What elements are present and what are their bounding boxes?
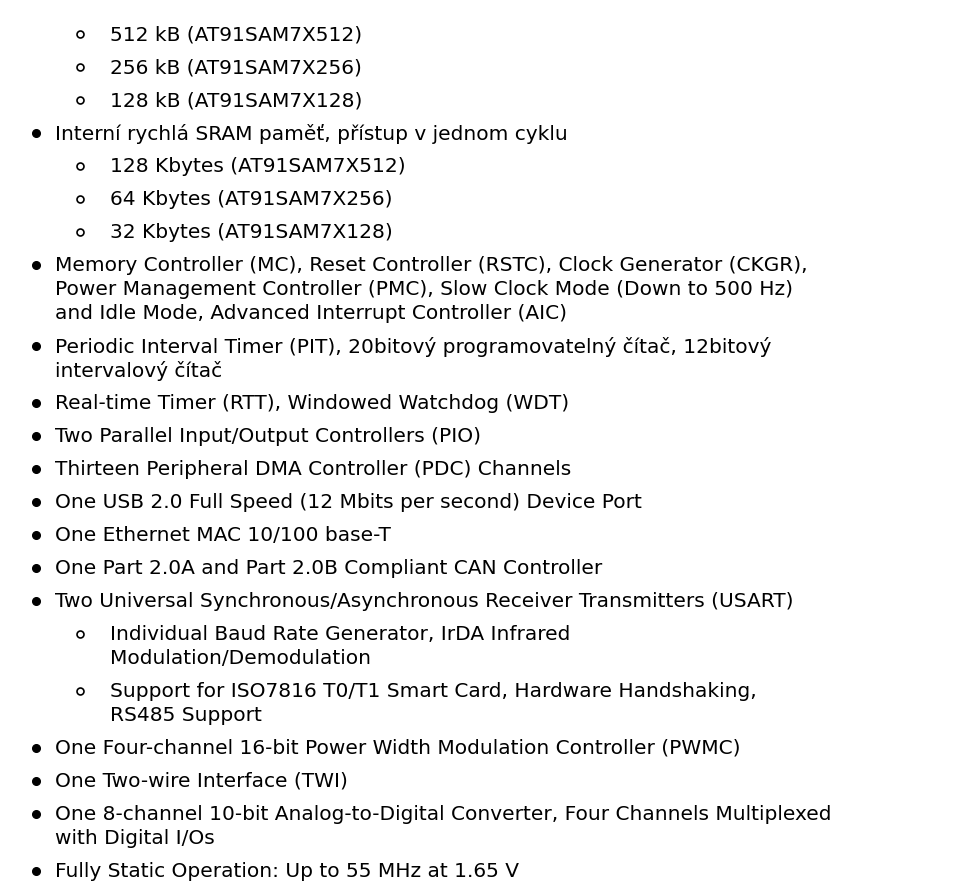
- Text: One 8-channel 10-bit Analog-to-Digital Converter, Four Channels Multiplexed: One 8-channel 10-bit Analog-to-Digital C…: [55, 804, 831, 823]
- Text: 128 Kbytes (AT91SAM7X512): 128 Kbytes (AT91SAM7X512): [110, 156, 406, 176]
- Text: Two Parallel Input/Output Controllers (PIO): Two Parallel Input/Output Controllers (P…: [55, 426, 481, 445]
- Text: 64 Kbytes (AT91SAM7X256): 64 Kbytes (AT91SAM7X256): [110, 190, 393, 209]
- Text: RS485 Support: RS485 Support: [110, 705, 262, 724]
- Text: and Idle Mode, Advanced Interrupt Controller (AIC): and Idle Mode, Advanced Interrupt Contro…: [55, 304, 567, 323]
- Text: Power Management Controller (PMC), Slow Clock Mode (Down to 500 Hz): Power Management Controller (PMC), Slow …: [55, 280, 793, 299]
- Text: Individual Baud Rate Generator, IrDA Infrared: Individual Baud Rate Generator, IrDA Inf…: [110, 624, 570, 644]
- Text: Periodic Interval Timer (PIT), 20bitový programovatelný čítač, 12bitový: Periodic Interval Timer (PIT), 20bitový …: [55, 336, 772, 356]
- Text: Real-time Timer (RTT), Windowed Watchdog (WDT): Real-time Timer (RTT), Windowed Watchdog…: [55, 393, 569, 412]
- Text: One Ethernet MAC 10/100 base-T: One Ethernet MAC 10/100 base-T: [55, 526, 391, 544]
- Text: Memory Controller (MC), Reset Controller (RSTC), Clock Generator (CKGR),: Memory Controller (MC), Reset Controller…: [55, 256, 807, 274]
- Text: Two Universal Synchronous/Asynchronous Receiver Transmitters (USART): Two Universal Synchronous/Asynchronous R…: [55, 591, 794, 611]
- Text: Interní rychlá SRAM paměť, přístup v jednom cyklu: Interní rychlá SRAM paměť, přístup v jed…: [55, 123, 567, 143]
- Text: One USB 2.0 Full Speed (12 Mbits per second) Device Port: One USB 2.0 Full Speed (12 Mbits per sec…: [55, 493, 642, 511]
- Text: One Two-wire Interface (TWI): One Two-wire Interface (TWI): [55, 772, 348, 790]
- Text: 32 Kbytes (AT91SAM7X128): 32 Kbytes (AT91SAM7X128): [110, 223, 393, 241]
- Text: Modulation/Demodulation: Modulation/Demodulation: [110, 648, 371, 667]
- Text: 256 kB (AT91SAM7X256): 256 kB (AT91SAM7X256): [110, 58, 362, 77]
- Text: One Part 2.0A and Part 2.0B Compliant CAN Controller: One Part 2.0A and Part 2.0B Compliant CA…: [55, 559, 602, 578]
- Text: Thirteen Peripheral DMA Controller (PDC) Channels: Thirteen Peripheral DMA Controller (PDC)…: [55, 460, 571, 478]
- Text: One Four-channel 16-bit Power Width Modulation Controller (PWMC): One Four-channel 16-bit Power Width Modu…: [55, 738, 740, 757]
- Text: with Digital I/Os: with Digital I/Os: [55, 828, 215, 847]
- Text: Fully Static Operation: Up to 55 MHz at 1.65 V: Fully Static Operation: Up to 55 MHz at …: [55, 861, 519, 880]
- Text: intervalový čítač: intervalový čítač: [55, 360, 222, 380]
- Text: 512 kB (AT91SAM7X512): 512 kB (AT91SAM7X512): [110, 25, 362, 44]
- Text: Support for ISO7816 T0/T1 Smart Card, Hardware Handshaking,: Support for ISO7816 T0/T1 Smart Card, Ha…: [110, 681, 756, 700]
- Text: 128 kB (AT91SAM7X128): 128 kB (AT91SAM7X128): [110, 91, 362, 110]
